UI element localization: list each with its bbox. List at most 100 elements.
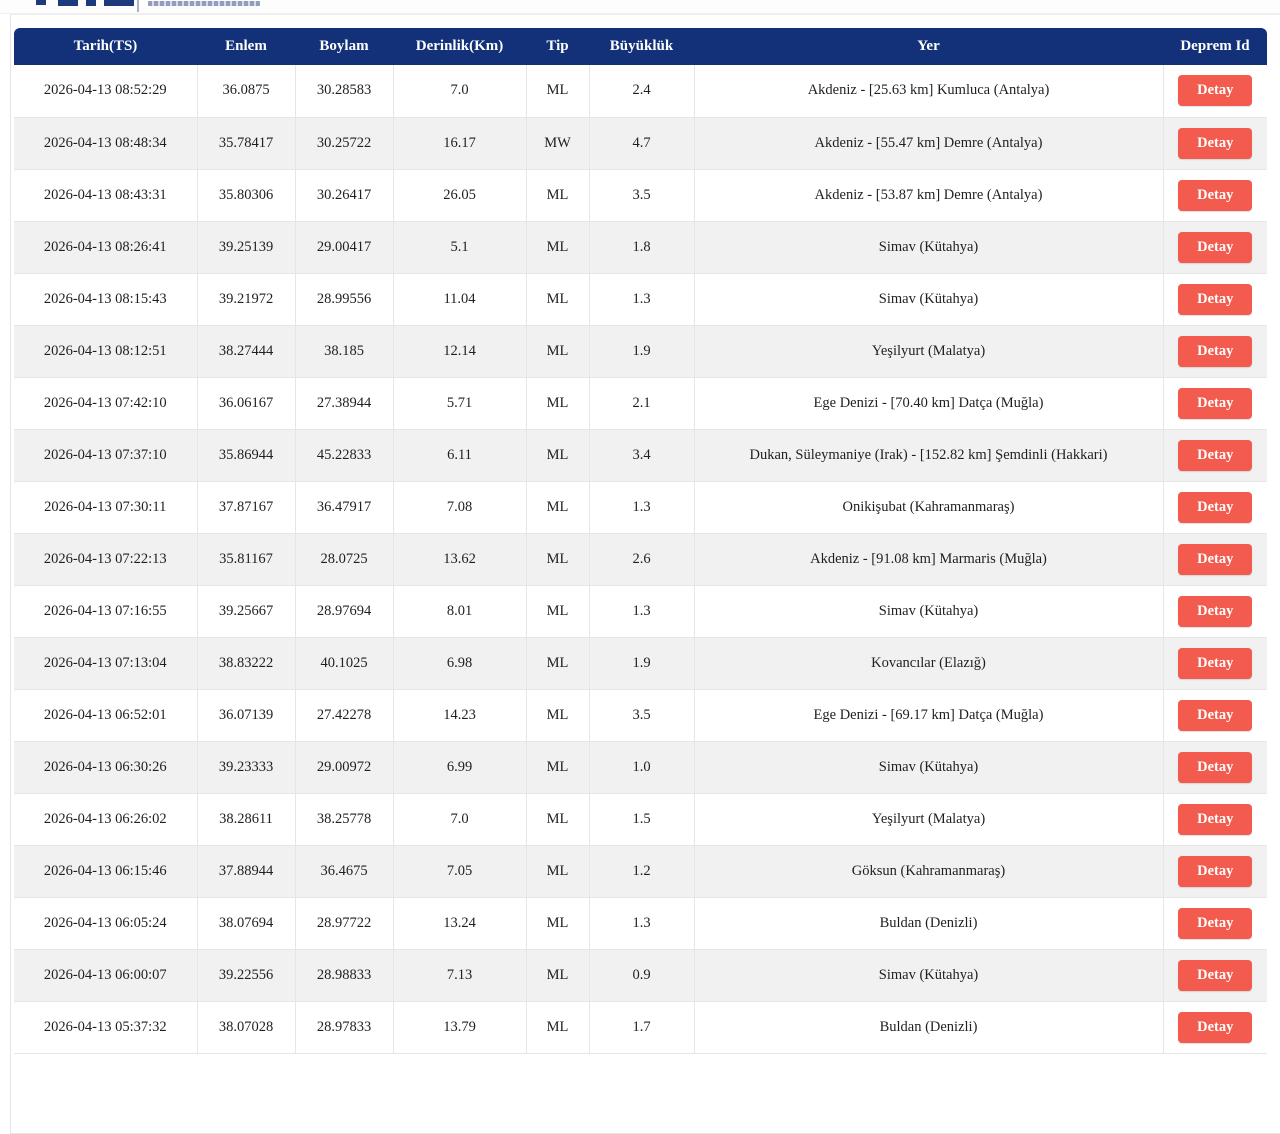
cell-event-id: Detay [1163, 584, 1267, 637]
cell-type: ML [526, 1000, 590, 1054]
cell-latitude: 39.25139 [197, 220, 296, 273]
cell-type: ML [526, 480, 590, 533]
table-row: 2026-04-13 06:05:24 38.07694 28.97722 13.24… [14, 896, 1267, 949]
cell-event-id: Detay [1163, 65, 1267, 117]
cell-latitude: 36.0875 [197, 65, 296, 117]
detail-button[interactable]: Detay [1178, 959, 1253, 991]
table-body: 2026-04-13 08:52:29 36.0875 30.28583 7.0 ML 2… [14, 65, 1267, 1054]
detail-button[interactable]: Detay [1178, 387, 1253, 419]
cell-magnitude: 1.9 [589, 324, 695, 377]
column-header-magnitude: Büyüklük [589, 28, 694, 65]
cell-location: Simav (Kütahya) [694, 948, 1164, 1001]
cell-latitude: 38.27444 [197, 324, 296, 377]
cell-location: Simav (Kütahya) [694, 584, 1164, 637]
detail-button[interactable]: Detay [1178, 543, 1253, 575]
cell-location: Simav (Kütahya) [694, 272, 1164, 325]
detail-button[interactable]: Detay [1178, 803, 1253, 835]
cell-location: Kovancılar (Elazığ) [694, 636, 1164, 689]
cell-type: ML [526, 896, 590, 949]
cell-magnitude: 1.2 [589, 844, 695, 897]
cell-magnitude: 1.0 [589, 740, 695, 793]
cell-location: Yeşilyurt (Malatya) [694, 792, 1164, 845]
cell-longitude: 30.25722 [295, 116, 394, 169]
cell-latitude: 38.07694 [197, 896, 296, 949]
cell-location: Buldan (Denizli) [694, 1000, 1164, 1054]
cell-type: ML [526, 584, 590, 637]
detail-button[interactable]: Detay [1178, 231, 1253, 263]
cell-latitude: 39.21972 [197, 272, 296, 325]
logo-fragment-icon [104, 0, 134, 6]
column-header-depth: Derinlik(Km) [393, 28, 526, 65]
detail-button[interactable]: Detay [1178, 1011, 1253, 1043]
detail-button[interactable]: Detay [1178, 907, 1253, 939]
cell-date: 2026-04-13 08:12:51 [14, 324, 198, 377]
cell-type: ML [526, 740, 590, 793]
detail-button[interactable]: Detay [1178, 335, 1253, 367]
cell-longitude: 36.4675 [295, 844, 394, 897]
cell-longitude: 27.42278 [295, 688, 394, 741]
table-row: 2026-04-13 06:00:07 39.22556 28.98833 7.13 M… [14, 948, 1267, 1001]
cell-location: Akdeniz - [53.87 km] Demre (Antalya) [694, 168, 1164, 221]
earthquake-table: Tarih(TS) Enlem Boylam Derinlik(Km) Tip … [14, 28, 1267, 1054]
cell-depth: 6.98 [393, 636, 527, 689]
detail-button[interactable]: Detay [1178, 439, 1253, 471]
detail-button[interactable]: Detay [1178, 179, 1253, 211]
logo-fragment-icon [36, 0, 46, 5]
cell-location: Akdeniz - [25.63 km] Kumluca (Antalya) [694, 65, 1164, 117]
cell-longitude: 36.47917 [295, 480, 394, 533]
cell-latitude: 39.23333 [197, 740, 296, 793]
cell-latitude: 36.06167 [197, 376, 296, 429]
cell-magnitude: 1.3 [589, 272, 695, 325]
column-header-event-id: Deprem Id [1163, 28, 1267, 65]
cell-event-id: Detay [1163, 1000, 1267, 1054]
cell-type: ML [526, 168, 590, 221]
cell-location: Ege Denizi - [70.40 km] Datça (Muğla) [694, 376, 1164, 429]
cell-event-id: Detay [1163, 116, 1267, 169]
cell-longitude: 28.0725 [295, 532, 394, 585]
detail-button[interactable]: Detay [1178, 855, 1253, 887]
cell-event-id: Detay [1163, 688, 1267, 741]
detail-button[interactable]: Detay [1178, 491, 1253, 523]
cell-type: ML [526, 376, 590, 429]
cell-event-id: Detay [1163, 532, 1267, 585]
cell-location: Dukan, Süleymaniye (Irak) - [152.82 km] … [694, 428, 1164, 481]
table-row: 2026-04-13 08:12:51 38.27444 38.185 12.14 ML… [14, 324, 1267, 377]
detail-button[interactable]: Detay [1178, 647, 1253, 679]
cell-location: Ege Denizi - [69.17 km] Datça (Muğla) [694, 688, 1164, 741]
detail-button[interactable]: Detay [1178, 751, 1253, 783]
cell-event-id: Detay [1163, 324, 1267, 377]
table-row: 2026-04-13 08:48:34 35.78417 30.25722 16.17… [14, 116, 1267, 169]
cell-latitude: 36.07139 [197, 688, 296, 741]
cell-longitude: 28.98833 [295, 948, 394, 1001]
cell-type: ML [526, 792, 590, 845]
table-row: 2026-04-13 08:52:29 36.0875 30.28583 7.0 ML 2… [14, 65, 1267, 117]
cell-longitude: 30.26417 [295, 168, 394, 221]
detail-button[interactable]: Detay [1178, 699, 1253, 731]
cell-magnitude: 1.3 [589, 584, 695, 637]
cell-magnitude: 2.1 [589, 376, 695, 429]
cell-longitude: 45.22833 [295, 428, 394, 481]
cell-date: 2026-04-13 08:48:34 [14, 116, 198, 169]
detail-button[interactable]: Detay [1178, 127, 1253, 159]
cell-date: 2026-04-13 07:22:13 [14, 532, 198, 585]
cell-latitude: 35.80306 [197, 168, 296, 221]
detail-button[interactable]: Detay [1178, 75, 1253, 107]
cell-depth: 8.01 [393, 584, 527, 637]
table-row: 2026-04-13 07:16:55 39.25667 28.97694 8.01 M… [14, 584, 1267, 637]
cell-latitude: 39.22556 [197, 948, 296, 1001]
cell-event-id: Detay [1163, 480, 1267, 533]
table-row: 2026-04-13 08:15:43 39.21972 28.99556 11.04… [14, 272, 1267, 325]
detail-button[interactable]: Detay [1178, 283, 1253, 315]
cell-type: ML [526, 220, 590, 273]
cell-event-id: Detay [1163, 168, 1267, 221]
cell-event-id: Detay [1163, 376, 1267, 429]
cell-latitude: 38.28611 [197, 792, 296, 845]
cell-magnitude: 4.7 [589, 116, 695, 169]
cell-longitude: 38.25778 [295, 792, 394, 845]
detail-button[interactable]: Detay [1178, 595, 1253, 627]
table-row: 2026-04-13 07:42:10 36.06167 27.38944 5.71 M… [14, 376, 1267, 429]
cell-magnitude: 1.3 [589, 896, 695, 949]
cell-type: ML [526, 844, 590, 897]
cell-event-id: Detay [1163, 792, 1267, 845]
cell-depth: 13.24 [393, 896, 527, 949]
